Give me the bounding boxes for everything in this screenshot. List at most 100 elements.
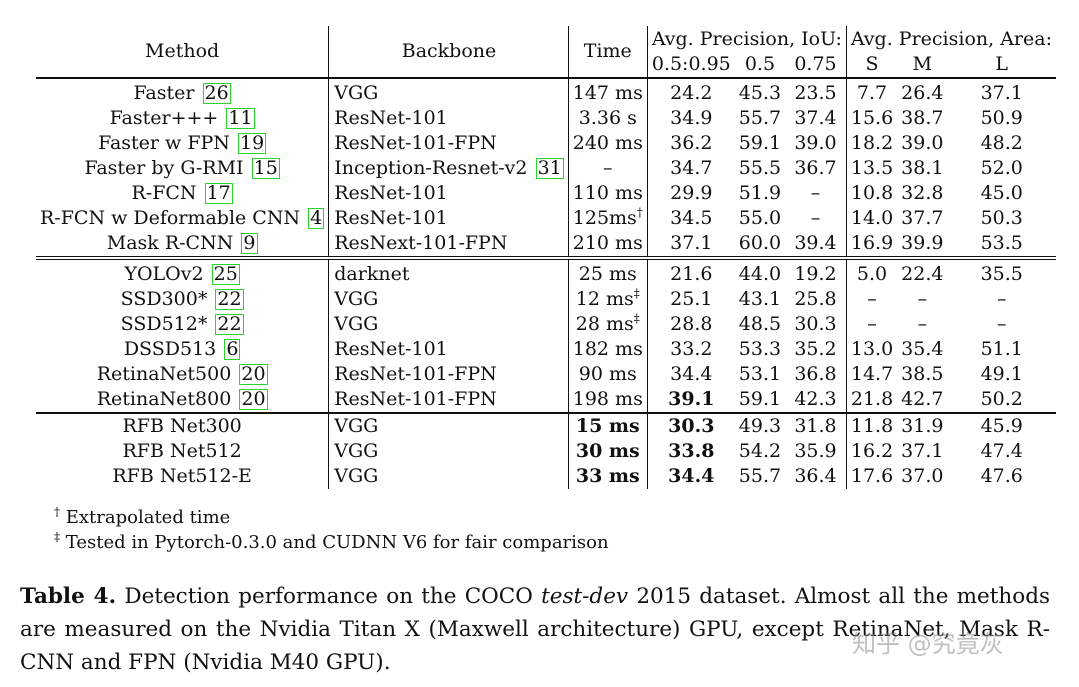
cell-time: 147 ms	[567, 78, 648, 106]
method-name: DSSD513	[123, 338, 217, 360]
header-area-m: M	[912, 53, 933, 75]
backbone-name: ResNet-101-FPN	[334, 388, 497, 410]
backbone-name: ResNet-101	[334, 107, 448, 129]
table-row: RetinaNet800 20 ResNet-101-FPN 198 ms 39.1 5…	[36, 387, 1056, 413]
table-caption: Table 4. Detection performance on the CO…	[20, 580, 1050, 679]
cell-ap50: 45.3	[738, 82, 782, 104]
cell-ap-medium: 32.8	[901, 182, 944, 204]
cell-method: RetinaNet800 20	[36, 387, 329, 413]
cell-method: RetinaNet500 20	[36, 362, 329, 387]
header-area-s: S	[845, 52, 898, 78]
cell-time: 33 ms	[567, 464, 648, 489]
time-value: 15 ms	[575, 415, 640, 437]
method-name: SSD300*	[120, 288, 208, 310]
cell-backbone: VGG	[328, 312, 569, 337]
cell-backbone: ResNet-101-FPN	[328, 362, 569, 387]
backbone-name: darknet	[334, 263, 410, 285]
cell-method: RFB Net512	[36, 439, 329, 464]
cell-ap-large: 48.2	[980, 132, 1023, 154]
cell-ap50: 55.5	[738, 157, 782, 179]
footnote-dagger: † Extrapolated time	[54, 505, 609, 530]
table-row: RFB Net512 VGG 30 ms 33.8 54.2 35.9 16.2 37.1 47…	[36, 439, 1056, 464]
cell-method: YOLOv2 25	[36, 256, 329, 287]
table-row: RetinaNet500 20 ResNet-101-FPN 90 ms 34.4 53…	[36, 362, 1056, 387]
cell-ap50: 55.7	[738, 107, 782, 129]
footnote-text: Tested in Pytorch-0.3.0 and CUDNN V6 for…	[65, 532, 609, 553]
cell-time: 240 ms	[567, 131, 648, 156]
cell-ap75: 23.5	[794, 82, 837, 104]
cell-ap50: 53.1	[738, 363, 782, 385]
cell-method: R-FCN 17	[36, 181, 329, 206]
method-name: RetinaNet500	[96, 363, 232, 385]
cell-ap75: 42.3	[794, 388, 837, 410]
cell-ap-large: 49.1	[980, 363, 1023, 385]
table-row: YOLOv2 25 darknet 25 ms 21.6 44.0 19.2 5.0 22.4…	[36, 256, 1056, 287]
method-name: RFB Net512-E	[112, 465, 252, 487]
cell-method: RFB Net512-E	[36, 464, 329, 489]
time-value: 30 ms	[575, 440, 640, 462]
cell-ap50: 55.0	[738, 207, 782, 229]
cell-backbone: VGG	[328, 412, 569, 439]
table-group-one-stage: YOLOv2 25 darknet 25 ms 21.6 44.0 19.2 5.0 22.4…	[36, 256, 1056, 413]
cell-ap50: 43.1	[738, 288, 782, 310]
cell-ap-medium: 31.9	[897, 412, 948, 439]
cell-ap-medium: 37.1	[901, 440, 944, 462]
footnote-mark: ‡	[54, 530, 60, 544]
cell-ap-medium: 22.4	[897, 256, 948, 287]
cell-ap-small: 17.6	[845, 464, 898, 489]
cell-ap-large: 51.1	[980, 338, 1023, 360]
cell-backbone: VGG	[328, 464, 569, 489]
time-footnote-mark: ‡	[633, 286, 640, 301]
cell-backbone: ResNext-101-FPN	[328, 231, 569, 258]
cell-ap-medium: 42.7	[901, 388, 944, 410]
cell-ap50: 59.1	[738, 132, 782, 154]
cell-ap: 34.7	[646, 156, 735, 181]
cell-ap-large: 53.5	[980, 232, 1023, 254]
table-row: RFB Net300 VGG 15 ms 30.3 49.3 31.8 11.8 31.9 45…	[36, 412, 1056, 439]
cell-time: 125ms†	[567, 206, 648, 231]
backbone-name: VGG	[334, 465, 379, 487]
cell-ap-large: 45.9	[947, 412, 1056, 439]
cell-ap: 30.3	[646, 412, 735, 439]
cell-backbone: ResNet-101	[328, 206, 569, 231]
cell-ap-medium: –	[917, 313, 928, 335]
method-name: Faster w FPN	[98, 132, 230, 154]
cell-ap: 39.1	[646, 387, 735, 413]
cell-ap-small: 16.2	[845, 439, 898, 464]
cell-ap-large: 35.5	[947, 256, 1056, 287]
time-value: 25 ms	[578, 263, 637, 285]
cell-ap-small: 13.0	[845, 337, 898, 362]
cell-ap75: 25.8	[794, 288, 837, 310]
cell-ap-large: 45.0	[980, 182, 1023, 204]
cell-ap: 34.5	[646, 206, 735, 231]
backbone-name: Inception-Resnet-v2	[334, 157, 528, 179]
cell-ap-small: 14.0	[845, 206, 898, 231]
caption-italic: test-dev	[541, 584, 629, 609]
cell-ap-small: 7.7	[845, 78, 898, 106]
table-row: SSD512* 22 VGG 28 ms‡ 28.8 48.5 30.3– – –	[36, 312, 1056, 337]
citation-link: 15	[251, 157, 280, 179]
cell-ap-medium: 35.4	[901, 338, 944, 360]
backbone-name: ResNet-101	[334, 182, 448, 204]
cell-ap50: 44.0	[734, 256, 786, 287]
cell-ap-large: 37.1	[980, 82, 1023, 104]
header-time: Time	[567, 26, 648, 78]
coco-results-table: Method Backbone Time Avg. Precision, IoU…	[36, 26, 1056, 489]
table-row: Faster by G-RMI 15 Inception-Resnet-v2 31…	[36, 156, 1056, 181]
citation-link: 22	[215, 313, 244, 335]
cell-ap75: –	[810, 207, 821, 229]
table-row: Faster w FPN 19 ResNet-101-FPN 240 ms 36.2 5…	[36, 131, 1056, 156]
cell-ap: 33.2	[646, 337, 735, 362]
backbone-name: VGG	[334, 288, 379, 310]
citation-link: 25	[211, 263, 240, 285]
caption-label: Table 4.	[20, 584, 117, 609]
table-group-rfb-net: RFB Net300 VGG 15 ms 30.3 49.3 31.8 11.8 31.9 45…	[36, 412, 1056, 489]
time-value: 12 ms	[575, 288, 634, 310]
cell-backbone: Inception-Resnet-v2 31	[328, 156, 569, 181]
table-row: R-FCN 17 ResNet-101 110 ms 29.9 51.9–10.8 32.…	[36, 181, 1056, 206]
cell-ap75: 37.4	[794, 107, 837, 129]
header-iou-050-095: 0.5:0.95	[646, 52, 735, 78]
backbone-name: VGG	[334, 82, 379, 104]
backbone-name: VGG	[334, 440, 379, 462]
backbone-name: VGG	[334, 415, 379, 437]
